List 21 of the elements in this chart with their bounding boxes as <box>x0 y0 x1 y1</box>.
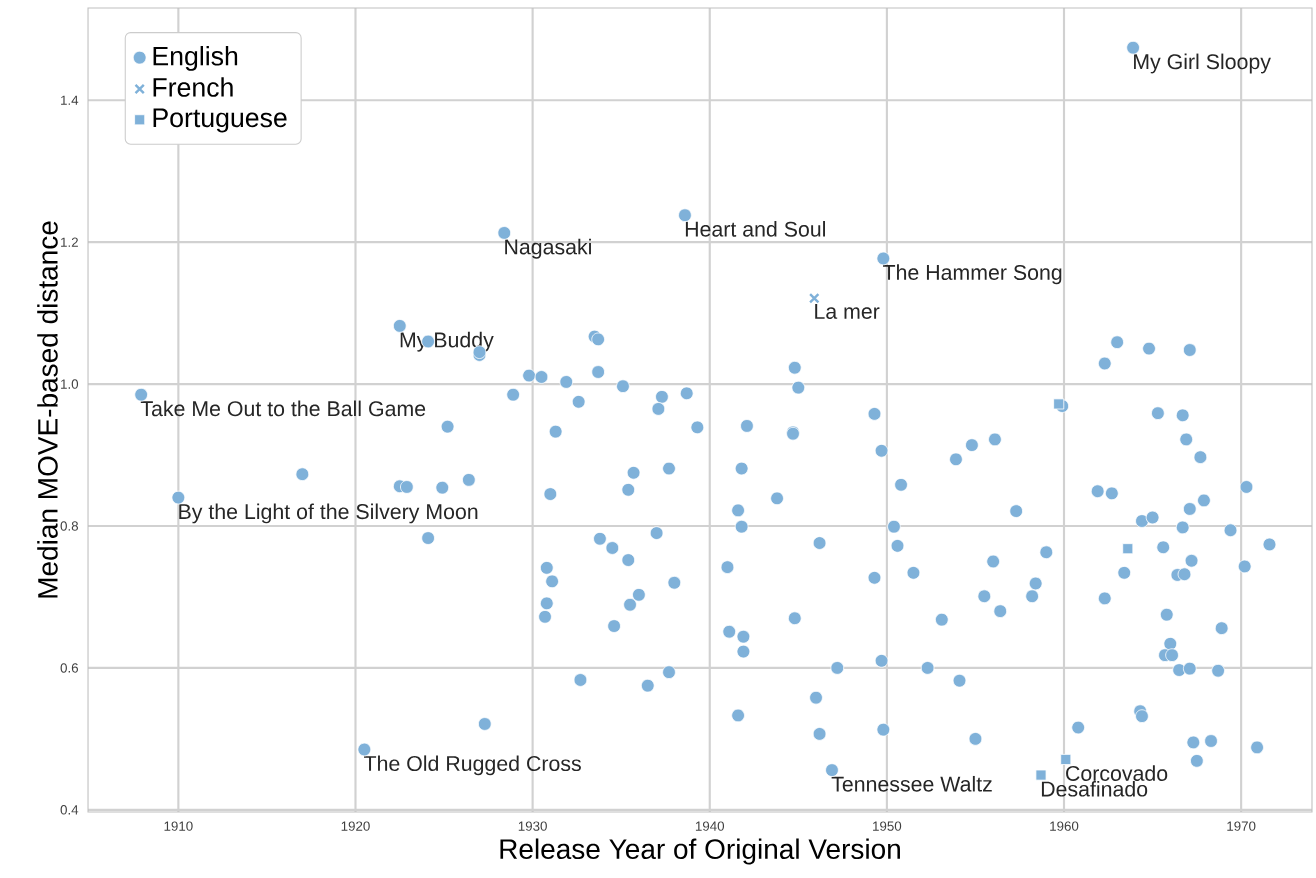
point <box>1053 398 1065 410</box>
legend-label: French <box>153 77 233 97</box>
legend-label: English <box>153 45 238 71</box>
x-axis-title: Release Year of Original Version <box>500 838 900 865</box>
point <box>1122 543 1134 555</box>
annotation: Corcovado <box>1066 765 1168 781</box>
annotation: Tennessee Waltz <box>831 775 992 792</box>
legend-label: Portuguese <box>153 108 287 133</box>
point <box>1060 754 1072 765</box>
annotation: Desafinado <box>1041 780 1148 797</box>
annotation: My Girl Sloopy <box>1134 53 1271 74</box>
point <box>1035 769 1047 781</box>
annotation: La mer <box>815 304 880 319</box>
annotation: Heart and Soul <box>685 221 825 237</box>
point <box>808 292 820 304</box>
y-axis-title: Median MOVE-based distance <box>37 221 58 598</box>
annotation: The Old Rugged Cross <box>364 755 581 776</box>
annotation: The Hammer Song <box>883 264 1062 285</box>
annotation: By the Light of the Silvery Moon <box>179 503 478 524</box>
annotation: Take Me Out to the Ball Game <box>140 400 426 417</box>
annotation: Nagasaki <box>505 238 591 259</box>
